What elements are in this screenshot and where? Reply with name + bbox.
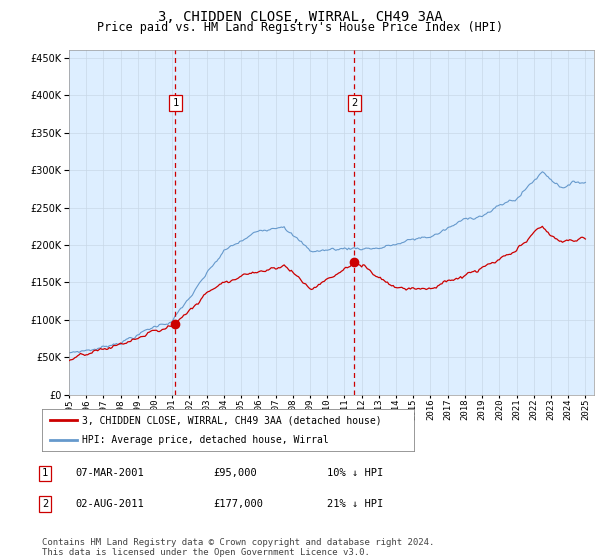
Text: 3, CHIDDEN CLOSE, WIRRAL, CH49 3AA (detached house): 3, CHIDDEN CLOSE, WIRRAL, CH49 3AA (deta… — [82, 415, 382, 425]
Text: 1: 1 — [172, 98, 179, 108]
Text: 02-AUG-2011: 02-AUG-2011 — [75, 499, 144, 509]
Text: 2: 2 — [42, 499, 48, 509]
Text: 2: 2 — [351, 98, 358, 108]
Text: £95,000: £95,000 — [213, 468, 257, 478]
Text: Contains HM Land Registry data © Crown copyright and database right 2024.
This d: Contains HM Land Registry data © Crown c… — [42, 538, 434, 557]
Text: HPI: Average price, detached house, Wirral: HPI: Average price, detached house, Wirr… — [82, 435, 329, 445]
Text: 1: 1 — [42, 468, 48, 478]
Text: 10% ↓ HPI: 10% ↓ HPI — [327, 468, 383, 478]
Text: £177,000: £177,000 — [213, 499, 263, 509]
Text: 07-MAR-2001: 07-MAR-2001 — [75, 468, 144, 478]
Text: Price paid vs. HM Land Registry's House Price Index (HPI): Price paid vs. HM Land Registry's House … — [97, 21, 503, 34]
Text: 21% ↓ HPI: 21% ↓ HPI — [327, 499, 383, 509]
Text: 3, CHIDDEN CLOSE, WIRRAL, CH49 3AA: 3, CHIDDEN CLOSE, WIRRAL, CH49 3AA — [158, 10, 442, 24]
